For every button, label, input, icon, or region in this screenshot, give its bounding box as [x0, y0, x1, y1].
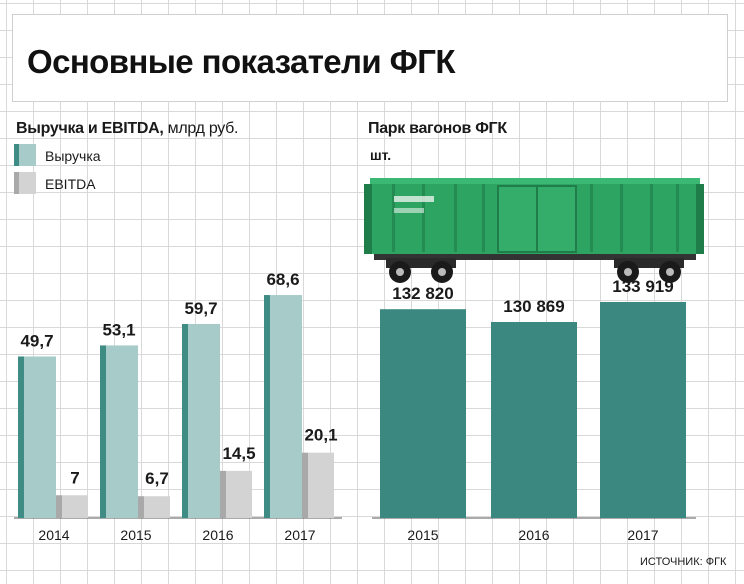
ebitda-bar-2017: [308, 452, 334, 518]
revenue-bar-2015: [106, 345, 138, 518]
ebitda-value-label-2016: 14,5: [222, 444, 255, 463]
ebitda-bar-side-2015: [138, 496, 144, 518]
freight-wagon-image: [364, 178, 704, 283]
revenue-x-tick-2014: 2014: [38, 527, 69, 543]
ebitda-bar-side-2014: [56, 495, 62, 518]
title-panel: Основные показатели ФГК: [12, 14, 728, 102]
revenue-ebitda-chart: 49,7 7 2014 53,1 6,7 2015 59,7 14,5 2016 68,6 20,1…: [14, 270, 342, 543]
revenue-bar-2017: [270, 295, 302, 518]
fleet-value-label-2017: 133 919: [612, 277, 673, 296]
wagon-door-split: [536, 186, 538, 252]
revenue-section-title: Выручка и EBITDA, млрд руб.: [16, 120, 238, 138]
revenue-bar-2016: [188, 323, 220, 518]
ebitda-value-label-2017: 20,1: [304, 426, 337, 445]
wagon-marking-small: [394, 208, 424, 213]
page-title: Основные показатели ФГК: [27, 43, 455, 80]
revenue-x-tick-2015: 2015: [120, 527, 151, 543]
revenue-x-tick-2016: 2016: [202, 527, 233, 543]
legend-label-ebitda: EBITDA: [45, 176, 96, 192]
ebitda-bar-2014: [62, 495, 88, 518]
ebitda-bar-2016: [226, 470, 252, 518]
wagon-end-right: [696, 184, 704, 254]
ebitda-value-label-2014: 7: [70, 468, 79, 487]
wagon-end-left: [364, 184, 372, 254]
ebitda-bar-2015: [144, 496, 170, 518]
wagon-bogie-left: [386, 258, 456, 283]
wagon-bogie-right: [614, 258, 684, 283]
legend-swatch-revenue: [14, 144, 36, 166]
revenue-x-tick-2017: 2017: [284, 527, 315, 543]
legend-swatch-ebitda-side: [14, 172, 19, 194]
legend-swatch-revenue-side: [14, 144, 19, 166]
fleet-bar-2016: [491, 322, 577, 518]
revenue-section-unit: млрд руб.: [167, 120, 239, 137]
fleet-value-label-2016: 130 869: [503, 297, 564, 316]
fleet-x-tick-2016: 2016: [518, 527, 549, 543]
legend-label-revenue: Выручка: [45, 148, 101, 164]
legend-swatch-revenue-face: [19, 144, 36, 166]
source-note: ИСТОЧНИК: ФГК: [640, 556, 727, 568]
revenue-bar-side-2017: [264, 295, 270, 518]
legend-swatch-ebitda: [14, 172, 36, 194]
fleet-section-title: Парк вагонов ФГК: [368, 120, 507, 137]
revenue-bar-side-2016: [182, 323, 188, 518]
revenue-value-label-2016: 59,7: [184, 299, 217, 318]
wagon-frame: [374, 254, 696, 260]
fleet-value-label-2015: 132 820: [392, 284, 453, 303]
wagon-ribs: [392, 184, 679, 252]
revenue-bar-2014: [24, 356, 56, 518]
fleet-unit-label: шт.: [370, 147, 392, 163]
fleet-bar-2017: [600, 301, 686, 518]
ebitda-value-label-2015: 6,7: [145, 469, 169, 488]
fleet-bar-2015: [380, 309, 466, 518]
revenue-bar-side-2015: [100, 345, 106, 518]
legend-swatch-ebitda-face: [19, 172, 36, 194]
ebitda-bar-side-2017: [302, 452, 308, 518]
revenue-value-label-2015: 53,1: [102, 320, 135, 339]
fleet-x-tick-2017: 2017: [627, 527, 658, 543]
wagon-roof: [370, 178, 700, 184]
wagon-marking: [394, 196, 434, 202]
revenue-bar-side-2014: [18, 356, 24, 518]
revenue-value-label-2017: 68,6: [266, 270, 299, 289]
fleet-x-tick-2015: 2015: [407, 527, 438, 543]
revenue-value-label-2014: 49,7: [20, 331, 53, 350]
ebitda-bar-side-2016: [220, 470, 226, 518]
revenue-section-heading: Выручка и EBITDA,: [16, 120, 164, 137]
